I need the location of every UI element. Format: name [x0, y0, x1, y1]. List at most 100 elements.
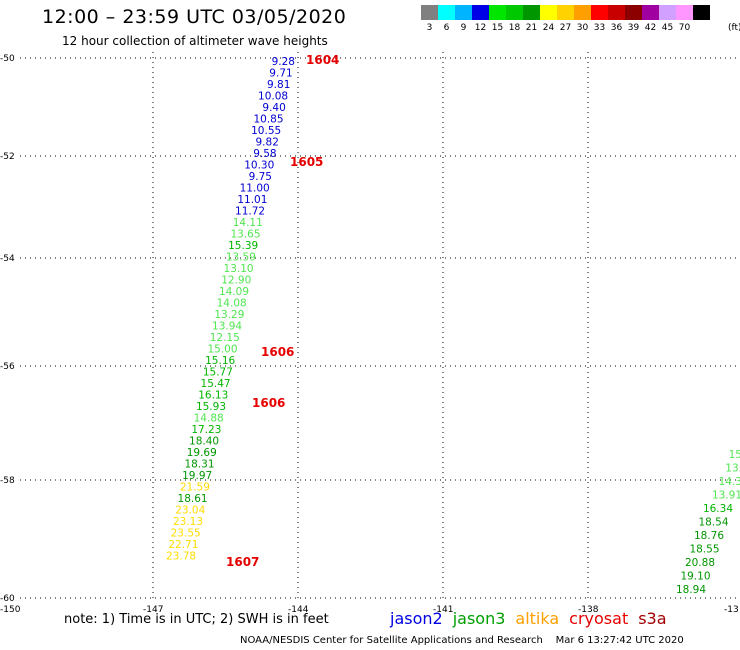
- scale-swatch: 42: [642, 5, 659, 33]
- scale-label: 33: [593, 23, 606, 33]
- lon-label: -141: [433, 605, 453, 615]
- swh-value: 19.97: [182, 470, 212, 482]
- swh-value: 20.88: [685, 557, 715, 569]
- swh-value: 15.39: [228, 240, 258, 252]
- swh-value: 15.47: [201, 378, 231, 390]
- swh-value: 12.90: [221, 275, 251, 287]
- swh-value: 14.3: [719, 476, 740, 488]
- scale-swatch: 3: [421, 5, 438, 33]
- swh-value: 14.08: [217, 298, 247, 310]
- scale-label: 24: [542, 23, 555, 33]
- scale-label: 45: [661, 23, 674, 33]
- swh-value: 18.40: [189, 436, 219, 448]
- swh-value: 18.94: [676, 584, 706, 596]
- scale-label: 42: [644, 23, 657, 33]
- swh-value: 18.55: [689, 544, 719, 556]
- time-label: 1606: [252, 396, 285, 410]
- swh-value: 17.23: [191, 424, 221, 436]
- lon-label: -144: [288, 605, 309, 615]
- satellite-legend: jason2 jason3 altika cryosat s3a: [390, 609, 667, 628]
- lat-label: -58: [0, 476, 15, 486]
- swh-value: 9.81: [267, 79, 290, 91]
- swh-value: 13.91: [712, 490, 740, 502]
- swh-value: 9.71: [269, 68, 292, 80]
- scale-swatch: 21: [523, 5, 540, 33]
- swh-value: 16.34: [703, 503, 733, 515]
- time-label: 1607: [226, 555, 259, 569]
- scale-swatch: 45: [659, 5, 676, 33]
- scale-swatch: 24: [540, 5, 557, 33]
- scale-label: 3: [426, 23, 433, 33]
- swh-value: 19.10: [680, 571, 710, 583]
- timestamp-text: Mar 6 13:27:42 UTC 2020: [555, 635, 684, 646]
- swh-value: 23.55: [171, 528, 201, 540]
- scale-label: 9: [460, 23, 467, 33]
- swh-value: 15.93: [196, 401, 226, 413]
- satellite-s3a: s3a: [638, 609, 667, 628]
- swh-value: 13.10: [224, 263, 254, 275]
- swh-value: 15.16: [205, 355, 235, 367]
- swh-value: 10.55: [251, 125, 281, 137]
- lon-label: -150: [0, 605, 21, 615]
- scale-label: 70: [678, 23, 691, 33]
- lon-label: -147: [143, 605, 163, 615]
- swh-value: 13.59: [226, 252, 256, 264]
- swh-value: 23.13: [173, 516, 203, 528]
- swh-value: 9.82: [256, 137, 279, 149]
- swh-value: 12.15: [210, 332, 240, 344]
- satellite-cryosat: cryosat: [569, 609, 629, 628]
- scale-swatch: 9: [455, 5, 472, 33]
- lon-label: -138: [578, 605, 599, 615]
- lat-label: -52: [0, 152, 15, 162]
- time-label: 1604: [306, 53, 339, 67]
- swh-value: 22.71: [168, 539, 198, 551]
- map-title: 12:00 – 23:59 UTC 03/05/2020: [42, 6, 347, 28]
- satellite-jason2: jason2: [390, 609, 443, 628]
- swh-value: 15.00: [207, 344, 237, 356]
- swh-value: 18.31: [184, 459, 214, 471]
- footer-note: note: 1) Time is in UTC; 2) SWH is in fe…: [64, 612, 329, 627]
- swh-value: 13.: [725, 463, 740, 475]
- scale-label: 36: [610, 23, 623, 33]
- satellite-altika: altika: [515, 609, 560, 628]
- scale-label: 15: [491, 23, 504, 33]
- swh-value: 10.08: [258, 91, 288, 103]
- swh-value: 23.78: [166, 551, 196, 563]
- swh-value: 16.13: [198, 390, 228, 402]
- swh-value: 11.00: [240, 183, 270, 195]
- scale-swatch: [693, 5, 710, 20]
- scale-unit: (ft): [728, 23, 740, 33]
- swh-value: 18.61: [178, 493, 208, 505]
- scale-label: 30: [576, 23, 589, 33]
- swh-value: 13.94: [212, 321, 242, 333]
- footer-credit: NOAA/NESDIS Center for Satellite Applica…: [240, 635, 684, 646]
- swh-value: 13.65: [230, 229, 260, 241]
- swh-value: 23.04: [175, 505, 205, 517]
- scale-swatch: 6: [438, 5, 455, 33]
- scale-swatch: 18: [506, 5, 523, 33]
- swh-value: 11.01: [237, 194, 267, 206]
- swh-value: 21.59: [180, 482, 210, 494]
- scale-label: 18: [508, 23, 521, 33]
- time-label: 1605: [290, 155, 323, 169]
- scale-label: 27: [559, 23, 572, 33]
- swh-value: 14.11: [233, 217, 263, 229]
- swh-value: 9.40: [262, 102, 285, 114]
- swh-value: 9.28: [272, 56, 295, 68]
- wave-height-color-scale: 3 6 9 12 15 18 21 24 27 30 33 36 39 42 45 70: [421, 5, 710, 33]
- swh-value: 14.09: [219, 286, 249, 298]
- lat-label: -50: [0, 54, 15, 64]
- swh-value: 18.76: [694, 530, 724, 542]
- scale-swatch: 30: [574, 5, 591, 33]
- lat-label: -60: [0, 594, 15, 604]
- swh-value: 9.58: [253, 148, 276, 160]
- time-label: 1606: [261, 345, 294, 359]
- scale-label: 21: [525, 23, 538, 33]
- scale-label: 6: [443, 23, 450, 33]
- scale-label: 39: [627, 23, 640, 33]
- scale-label: 12: [474, 23, 487, 33]
- swh-value: 15.77: [203, 367, 233, 379]
- scale-swatch: 70: [676, 5, 693, 33]
- swh-value: 11.72: [235, 206, 265, 218]
- swh-value: 9.75: [249, 171, 272, 183]
